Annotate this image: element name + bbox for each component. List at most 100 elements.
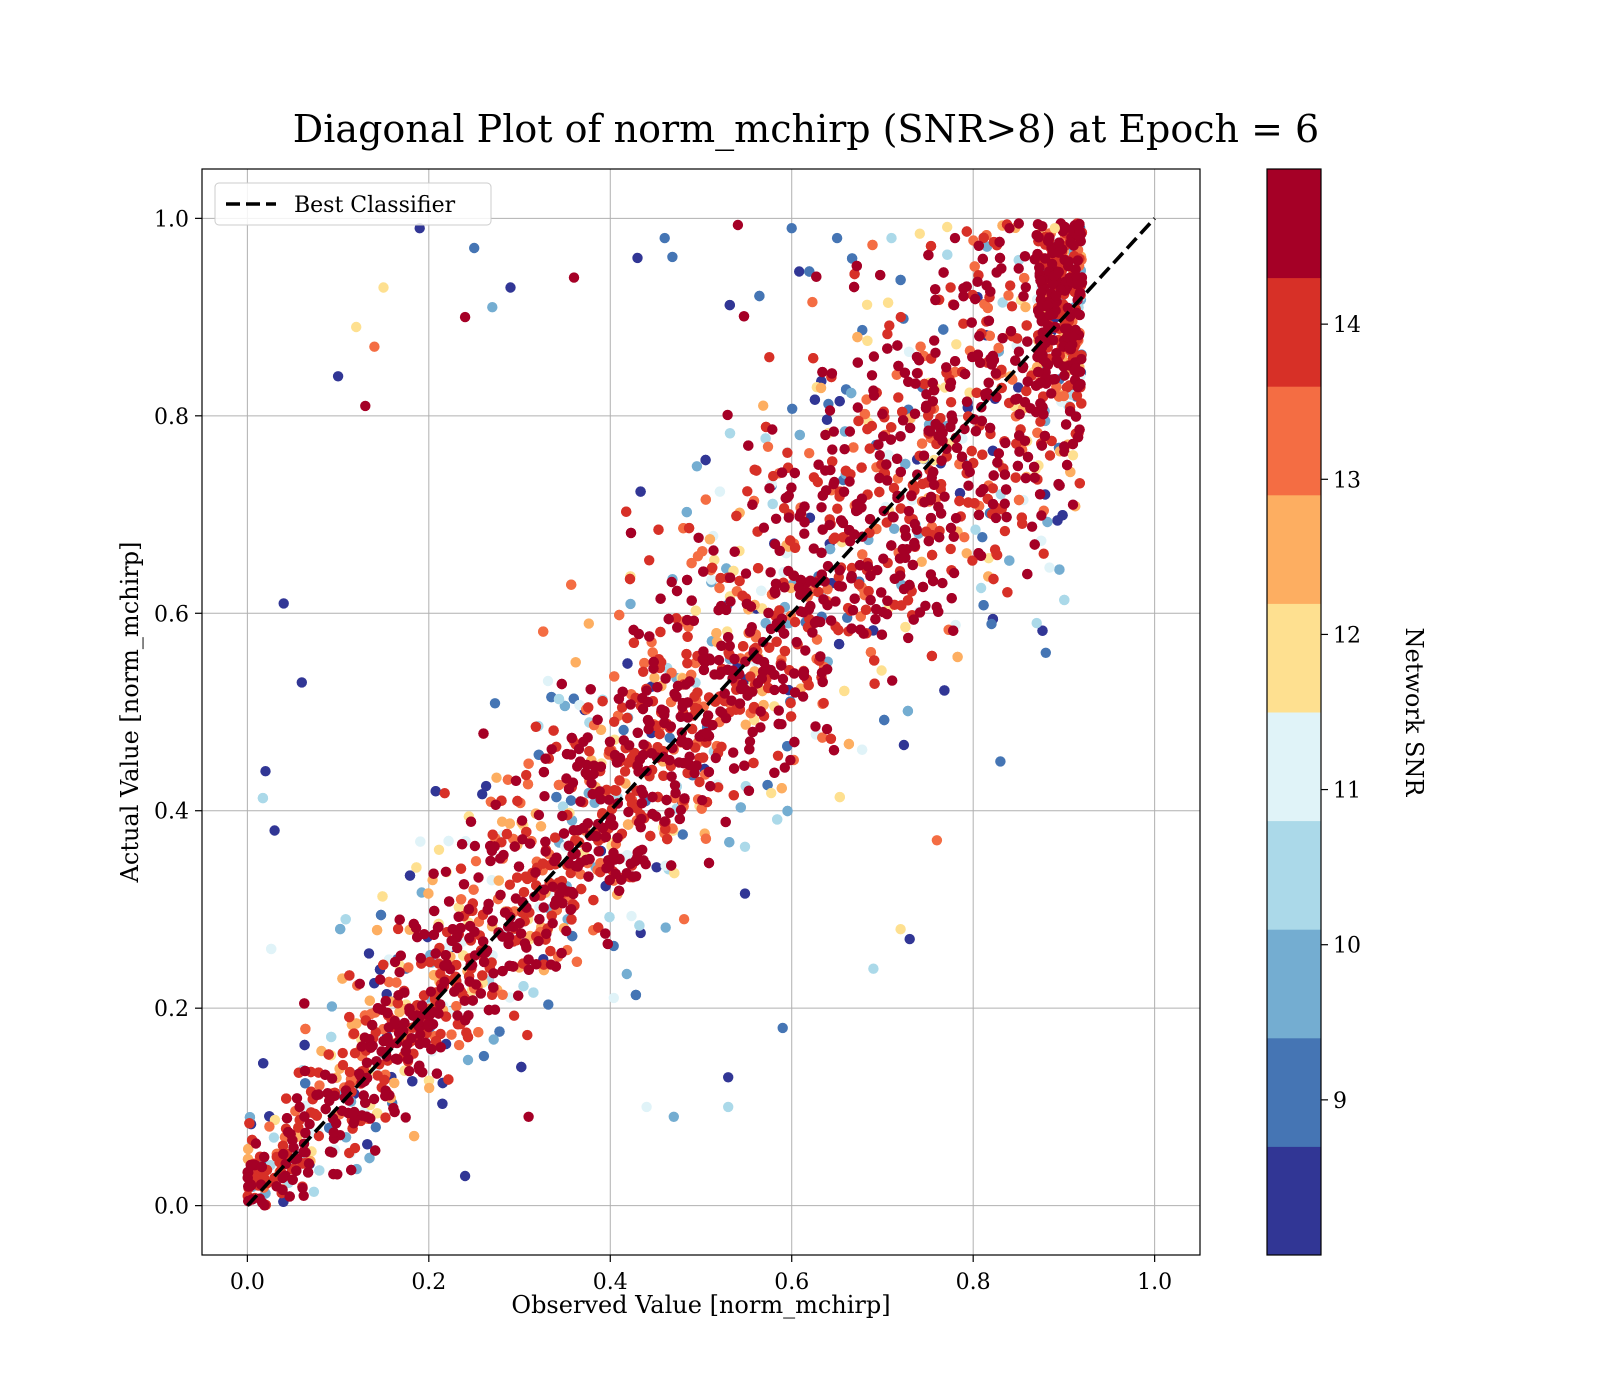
scatter-point bbox=[548, 725, 559, 736]
scatter-point bbox=[485, 855, 496, 867]
scatter-point bbox=[1037, 354, 1048, 365]
scatter-point bbox=[344, 1066, 356, 1078]
scatter-point bbox=[889, 573, 900, 584]
scatter-point bbox=[395, 950, 406, 961]
scatter-point bbox=[780, 492, 791, 504]
scatter-point bbox=[946, 593, 957, 604]
scatter-point bbox=[390, 1053, 402, 1065]
scatter-point bbox=[1039, 253, 1051, 264]
scatter-point bbox=[776, 783, 787, 794]
scatter-point bbox=[882, 475, 893, 486]
scatter-point bbox=[902, 705, 914, 717]
legend: Best Classifier bbox=[214, 182, 492, 226]
scatter-point bbox=[958, 291, 969, 302]
scatter-point bbox=[977, 532, 988, 543]
scatter-point bbox=[453, 902, 465, 913]
scatter-point bbox=[621, 506, 632, 517]
colorbar-tick-label: 12 bbox=[1333, 623, 1361, 648]
scatter-point bbox=[729, 653, 740, 665]
scatter-point bbox=[403, 962, 414, 973]
scatter-point bbox=[609, 716, 620, 727]
scatter-point bbox=[799, 528, 810, 539]
scatter-point bbox=[1005, 280, 1016, 291]
scatter-point bbox=[703, 766, 715, 778]
scatter-point bbox=[700, 494, 711, 505]
scatter-point bbox=[565, 904, 576, 915]
y-tick-label: 0.8 bbox=[154, 405, 189, 430]
scatter-point bbox=[1021, 385, 1032, 397]
scatter-point bbox=[671, 691, 682, 702]
scatter-point bbox=[661, 794, 672, 806]
scatter-point bbox=[1074, 287, 1086, 298]
colorbar bbox=[1266, 168, 1322, 1256]
scatter-point bbox=[284, 1191, 295, 1202]
scatter-point bbox=[698, 664, 710, 676]
scatter-point bbox=[581, 759, 592, 771]
scatter-point bbox=[504, 879, 516, 890]
scatter-point bbox=[824, 543, 836, 555]
scatter-point bbox=[925, 512, 937, 524]
scatter-point bbox=[680, 679, 692, 690]
scatter-point bbox=[847, 605, 859, 616]
scatter-point bbox=[1011, 438, 1022, 449]
scatter-point bbox=[910, 378, 921, 389]
colorbar-segment bbox=[1267, 277, 1321, 387]
scatter-point bbox=[538, 902, 549, 913]
scatter-point bbox=[1053, 478, 1064, 490]
scatter-point bbox=[323, 1049, 334, 1060]
scatter-point bbox=[882, 297, 894, 308]
scatter-point bbox=[935, 508, 947, 519]
scatter-point bbox=[324, 1095, 335, 1107]
scatter-point bbox=[592, 714, 603, 725]
scatter-point bbox=[1003, 290, 1014, 301]
scatter-point bbox=[876, 629, 888, 640]
scatter-point bbox=[510, 893, 522, 904]
scatter-point bbox=[530, 721, 542, 732]
scatter-point bbox=[664, 755, 675, 766]
scatter-point bbox=[713, 654, 725, 666]
scatter-point bbox=[923, 535, 934, 547]
scatter-point bbox=[426, 1044, 437, 1055]
scatter-point bbox=[809, 394, 821, 405]
scatter-point bbox=[470, 979, 482, 990]
scatter-point bbox=[689, 691, 700, 702]
scatter-points bbox=[242, 218, 1088, 1211]
scatter-point bbox=[834, 791, 845, 803]
scatter-point bbox=[897, 543, 908, 555]
colorbar-tick-label: 13 bbox=[1333, 468, 1361, 493]
scatter-point bbox=[513, 861, 525, 872]
scatter-point bbox=[495, 853, 506, 864]
scatter-point bbox=[734, 575, 745, 587]
scatter-point bbox=[887, 675, 898, 686]
scatter-point bbox=[805, 600, 816, 612]
scatter-point bbox=[789, 616, 801, 628]
scatter-point bbox=[771, 636, 782, 647]
scatter-point bbox=[566, 732, 577, 744]
scatter-point bbox=[681, 648, 692, 660]
scatter-point bbox=[893, 360, 904, 372]
scatter-point bbox=[1062, 323, 1073, 334]
scatter-point bbox=[491, 772, 502, 783]
scatter-point bbox=[829, 476, 840, 488]
scatter-point bbox=[349, 1142, 361, 1154]
scatter-point bbox=[724, 299, 735, 311]
scatter-point bbox=[791, 636, 802, 648]
scatter-point bbox=[676, 734, 688, 746]
scatter-point bbox=[435, 1042, 446, 1053]
scatter-point bbox=[766, 787, 777, 799]
scatter-point bbox=[911, 351, 923, 363]
scatter-point bbox=[1029, 254, 1041, 265]
scatter-point bbox=[497, 965, 508, 977]
scatter-point bbox=[869, 678, 880, 689]
scatter-point bbox=[1004, 223, 1015, 234]
scatter-point bbox=[972, 349, 984, 360]
scatter-point bbox=[724, 837, 735, 848]
scatter-point bbox=[487, 829, 498, 840]
scatter-point bbox=[464, 920, 476, 932]
scatter-point bbox=[621, 968, 632, 980]
scatter-point bbox=[818, 697, 829, 709]
scatter-point bbox=[641, 1101, 652, 1113]
scatter-point bbox=[623, 806, 634, 818]
scatter-point bbox=[758, 400, 769, 411]
scatter-point bbox=[389, 1077, 400, 1089]
